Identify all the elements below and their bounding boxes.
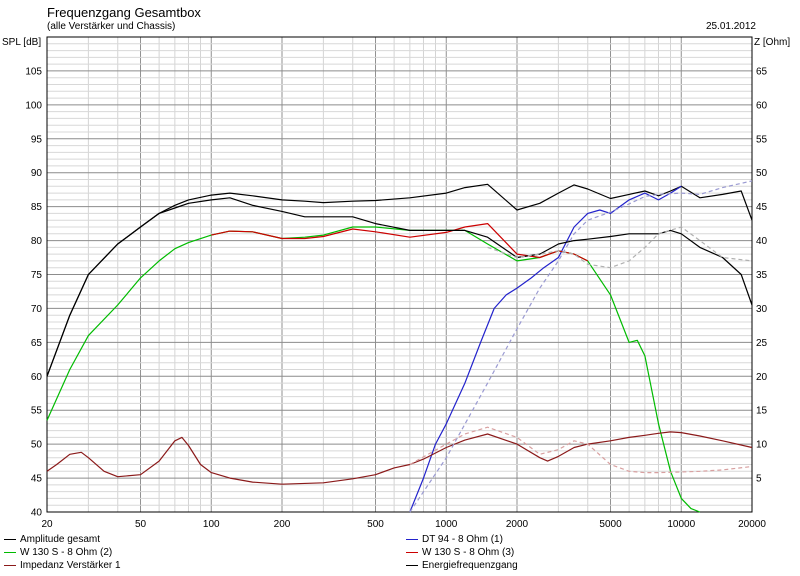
y2-tick-label: 25 bbox=[756, 338, 768, 349]
x-tick-label: 20 bbox=[41, 519, 53, 530]
series-line-8 bbox=[409, 426, 753, 474]
x-tick-label: 200 bbox=[274, 519, 291, 530]
legend-item: Impedanz Verstärker 1 bbox=[4, 560, 121, 571]
y-tick-label: 55 bbox=[31, 406, 43, 417]
legend-item: W 130 S - 8 Ohm (2) bbox=[4, 547, 112, 558]
y-tick-label: 100 bbox=[25, 100, 42, 111]
y-tick-label: 70 bbox=[31, 304, 43, 315]
x-tick-label: 50 bbox=[135, 519, 147, 530]
x-tick-label: 2000 bbox=[506, 519, 529, 530]
chart-subtitle: (alle Verstärker und Chassis) bbox=[47, 21, 176, 32]
y-tick-label: 90 bbox=[31, 168, 43, 179]
series-line-5 bbox=[46, 197, 753, 377]
y2-tick-label: 30 bbox=[756, 304, 768, 315]
y2-tick-label: 55 bbox=[756, 134, 768, 145]
legend-label: W 130 S - 8 Ohm (2) bbox=[20, 547, 113, 558]
x-tick-label: 10000 bbox=[667, 519, 695, 530]
y-tick-label: 105 bbox=[25, 66, 42, 77]
series-line-1 bbox=[409, 185, 682, 513]
y2-tick-label: 60 bbox=[756, 100, 768, 111]
y-tick-label: 85 bbox=[31, 202, 43, 213]
y-tick-label: 40 bbox=[31, 508, 43, 519]
y2-tick-label: 15 bbox=[756, 406, 768, 417]
legend-label: W 130 S - 8 Ohm (3) bbox=[422, 547, 515, 558]
y-tick-label: 50 bbox=[31, 440, 43, 451]
y-tick-label: 95 bbox=[31, 134, 43, 145]
y2-tick-label: 45 bbox=[756, 202, 768, 213]
series-line-4 bbox=[46, 431, 753, 485]
x-tick-label: 100 bbox=[203, 519, 220, 530]
legend-swatch bbox=[4, 539, 16, 540]
x-tick-label: 20000 bbox=[738, 519, 766, 530]
chart-date: 25.01.2012 bbox=[705, 21, 756, 32]
y-tick-label: 45 bbox=[31, 474, 43, 485]
y2-tick-label: 40 bbox=[756, 236, 768, 247]
legend-swatch bbox=[4, 565, 16, 566]
x-tick-label: 5000 bbox=[599, 519, 622, 530]
plot-frame bbox=[46, 36, 753, 513]
y2-tick-label: 20 bbox=[756, 372, 768, 383]
legend-swatch bbox=[406, 552, 418, 553]
y-tick-label: 75 bbox=[31, 270, 43, 281]
y-tick-label: 80 bbox=[31, 236, 43, 247]
x-tick-label: 1000 bbox=[435, 519, 458, 530]
chart-title: Frequenzgang Gesamtbox bbox=[47, 5, 201, 20]
legend-label: Amplitude gesamt bbox=[20, 534, 101, 545]
y-axis-label: SPL [dB] bbox=[2, 37, 42, 48]
legend-label: Impedanz Verstärker 1 bbox=[20, 560, 121, 571]
series-line-6 bbox=[409, 180, 753, 513]
legend-label: Energiefrequenzgang bbox=[422, 560, 518, 571]
y2-tick-label: 50 bbox=[756, 168, 768, 179]
y2-tick-label: 5 bbox=[756, 474, 762, 485]
series-line-3 bbox=[211, 223, 588, 262]
y2-tick-label: 35 bbox=[756, 270, 768, 281]
series-line-7 bbox=[487, 226, 753, 269]
legend-item: W 130 S - 8 Ohm (3) bbox=[406, 547, 514, 558]
legend-label: DT 94 - 8 Ohm (1) bbox=[422, 534, 503, 545]
y2-axis-label: Z [Ohm] bbox=[754, 37, 791, 48]
x-tick-label: 500 bbox=[367, 519, 384, 530]
y2-tick-label: 65 bbox=[756, 66, 768, 77]
legend-swatch bbox=[406, 539, 418, 540]
y2-tick-label: 10 bbox=[756, 440, 768, 451]
legend-item: Amplitude gesamt bbox=[4, 534, 100, 545]
legend-swatch bbox=[4, 552, 16, 553]
y-tick-label: 60 bbox=[31, 372, 43, 383]
legend-item: Energiefrequenzgang bbox=[406, 560, 518, 571]
legend: Amplitude gesamt W 130 S - 8 Ohm (2) Imped… bbox=[0, 532, 800, 576]
legend-item: DT 94 - 8 Ohm (1) bbox=[406, 534, 503, 545]
legend-swatch bbox=[406, 565, 418, 566]
y-tick-label: 65 bbox=[31, 338, 43, 349]
